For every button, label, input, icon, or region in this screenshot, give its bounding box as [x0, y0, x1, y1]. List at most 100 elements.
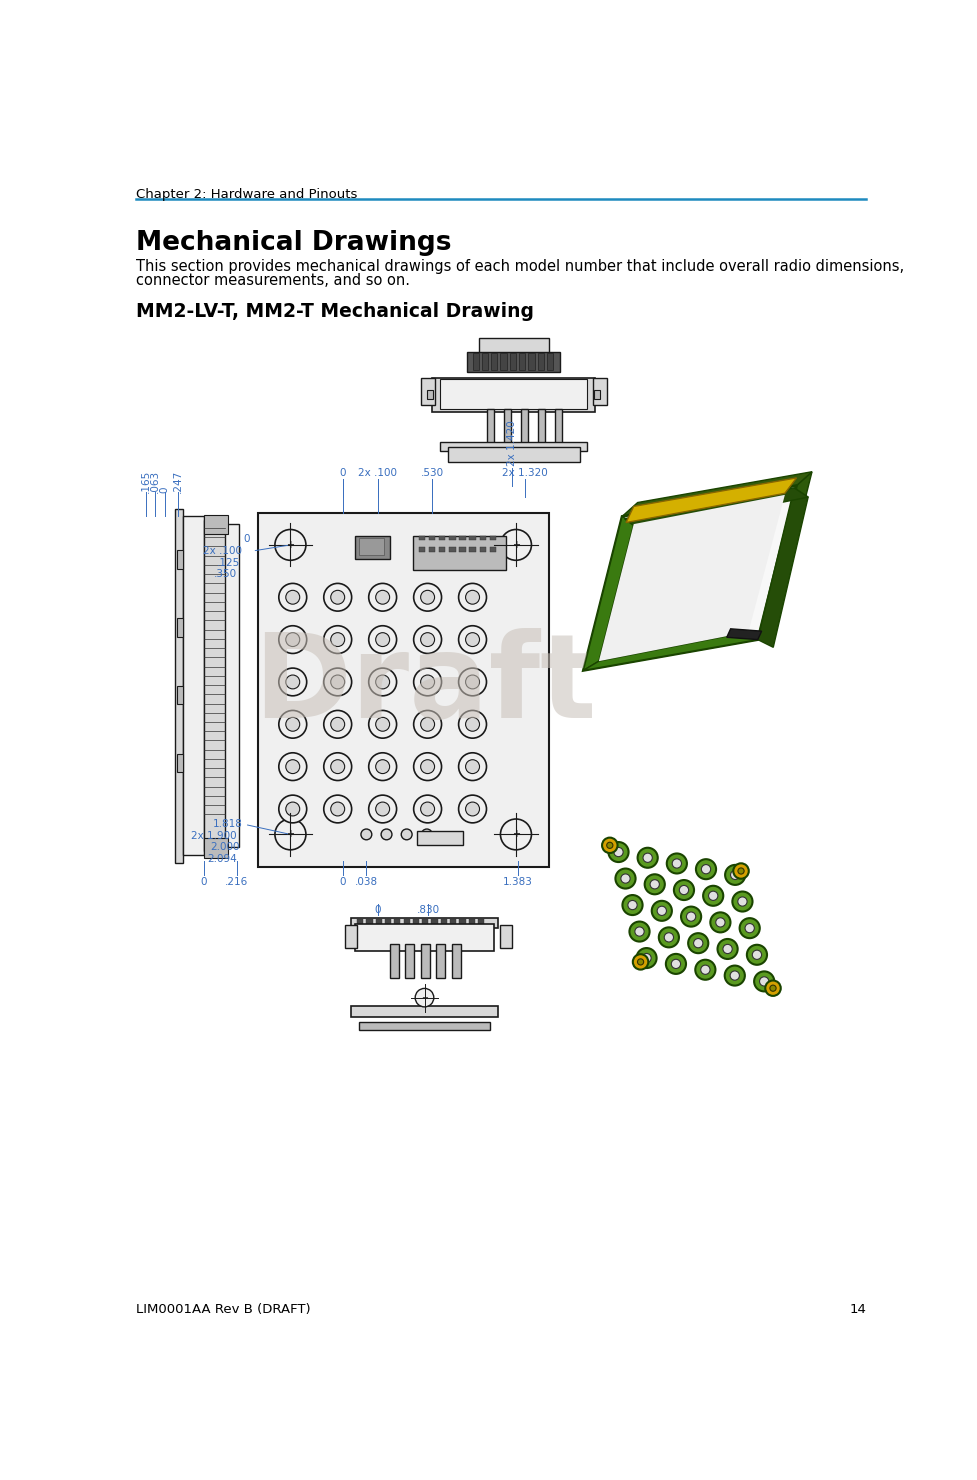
Bar [486, 408, 493, 447]
Polygon shape [757, 488, 807, 647]
Circle shape [746, 944, 766, 965]
Circle shape [368, 626, 397, 654]
Bar [546, 354, 553, 370]
Circle shape [375, 759, 389, 774]
Bar [357, 919, 362, 928]
Circle shape [686, 912, 695, 921]
Polygon shape [726, 629, 761, 639]
Circle shape [330, 591, 344, 604]
Bar [520, 408, 528, 447]
Circle shape [465, 675, 479, 688]
Circle shape [644, 875, 664, 894]
Bar [419, 536, 425, 540]
Circle shape [420, 759, 434, 774]
Text: +: + [421, 993, 428, 1002]
Text: MM2-LV-T, MM2-T Mechanical Drawing: MM2-LV-T, MM2-T Mechanical Drawing [136, 302, 533, 321]
Text: 1.818: 1.818 [212, 820, 242, 829]
Bar [440, 441, 586, 451]
Bar [175, 509, 183, 863]
Circle shape [759, 977, 768, 986]
Circle shape [614, 848, 622, 857]
Circle shape [744, 924, 753, 932]
Circle shape [330, 718, 344, 731]
Circle shape [465, 591, 479, 604]
Bar [447, 447, 579, 462]
Circle shape [634, 926, 644, 937]
Circle shape [285, 632, 299, 647]
Bar [459, 548, 465, 552]
Bar [448, 536, 455, 540]
Text: +: + [286, 540, 294, 551]
Circle shape [421, 829, 432, 839]
Bar [509, 354, 516, 370]
Bar [404, 944, 414, 978]
Bar [469, 548, 475, 552]
Circle shape [657, 906, 665, 916]
Circle shape [381, 829, 392, 839]
Bar [499, 925, 512, 949]
Circle shape [323, 583, 352, 611]
Circle shape [323, 710, 352, 739]
Circle shape [673, 881, 694, 900]
Polygon shape [621, 472, 811, 517]
Bar [479, 536, 486, 540]
Bar [459, 536, 465, 540]
Circle shape [401, 829, 411, 839]
Circle shape [701, 864, 710, 873]
Circle shape [278, 710, 307, 739]
Circle shape [465, 718, 479, 731]
Bar [429, 536, 435, 540]
Circle shape [696, 860, 715, 879]
Bar [404, 919, 409, 928]
Bar [489, 536, 495, 540]
Text: This section provides mechanical drawings of each model number that include over: This section provides mechanical drawing… [136, 259, 904, 274]
Circle shape [671, 858, 681, 869]
Bar [426, 391, 433, 400]
Circle shape [679, 885, 688, 895]
Circle shape [636, 949, 656, 968]
Text: +: + [511, 829, 520, 839]
Circle shape [602, 838, 616, 852]
Text: 2x 1.320: 2x 1.320 [502, 468, 547, 478]
Circle shape [709, 912, 730, 932]
Circle shape [278, 795, 307, 823]
Bar [432, 377, 594, 413]
Circle shape [658, 928, 678, 947]
Text: 0: 0 [374, 906, 381, 915]
Text: 0: 0 [340, 876, 346, 887]
Text: 2x 1.420: 2x 1.420 [506, 420, 517, 466]
Text: .830: .830 [416, 906, 440, 915]
Circle shape [715, 918, 724, 926]
Circle shape [707, 891, 717, 900]
Circle shape [368, 753, 397, 780]
Polygon shape [757, 472, 811, 639]
Text: .530: .530 [420, 468, 444, 478]
Bar [258, 512, 548, 867]
Bar [451, 944, 460, 978]
Circle shape [688, 934, 707, 953]
Bar [177, 685, 184, 704]
Circle shape [670, 959, 680, 968]
Bar [503, 408, 511, 447]
Polygon shape [582, 632, 757, 670]
Bar [204, 838, 228, 857]
Bar [422, 919, 428, 928]
Bar [537, 408, 545, 447]
Circle shape [717, 938, 737, 959]
Bar [375, 919, 381, 928]
Circle shape [420, 632, 434, 647]
Circle shape [330, 632, 344, 647]
Circle shape [458, 667, 486, 696]
Bar [359, 537, 384, 555]
Bar [439, 548, 445, 552]
Bar [439, 536, 445, 540]
Bar [459, 919, 465, 928]
Circle shape [368, 795, 397, 823]
Polygon shape [582, 485, 795, 670]
Circle shape [730, 870, 739, 879]
Bar [385, 919, 391, 928]
Circle shape [420, 802, 434, 815]
Text: .247: .247 [173, 471, 183, 493]
Polygon shape [625, 478, 795, 522]
Circle shape [323, 753, 352, 780]
